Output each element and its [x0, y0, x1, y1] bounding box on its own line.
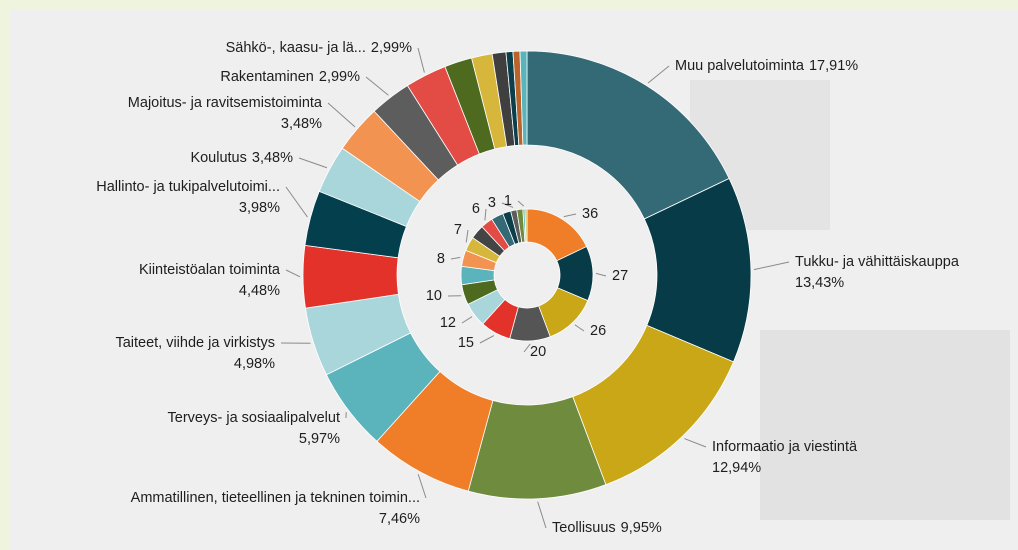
category-name: Tukku- ja vähittäiskauppa — [795, 254, 960, 270]
value-label: 4,98% — [234, 356, 275, 372]
slice-label: Sähkö-, kaasu- ja lä... 2,99% — [226, 40, 412, 56]
category-name: Majoitus- ja ravitsemistoiminta — [128, 95, 323, 111]
category-name: Kiinteistöalan toiminta — [139, 262, 281, 278]
value-label: 27 — [612, 268, 628, 284]
category-name: Rakentaminen — [220, 69, 314, 85]
value-label: 1 — [504, 193, 512, 209]
value-label: 15 — [458, 335, 474, 351]
chart: Muu palvelutoiminta17,91% Tukku- ja vähit… — [0, 0, 1018, 550]
value-label: 6 — [472, 201, 480, 217]
value-label: 7 — [454, 222, 462, 238]
category-name: Ammatillinen, tieteellinen ja tekninen t… — [131, 490, 420, 506]
slice-label: Teollisuus 9,95% — [552, 520, 662, 536]
slice-label: Rakentaminen 2,99% — [220, 69, 360, 85]
value-label: 2,99% — [319, 69, 360, 85]
value-label: 4,48% — [239, 283, 280, 299]
category-name: Muu palvelutoiminta — [675, 58, 805, 74]
value-label: 26 — [590, 323, 606, 339]
category-name: Informaatio ja viestintä — [712, 439, 858, 455]
value-label: 2,99% — [371, 40, 412, 56]
value-label: 17,91% — [809, 58, 858, 74]
category-name: Hallinto- ja tukipalvelutoimi... — [96, 179, 280, 195]
value-label: 5,97% — [299, 431, 340, 447]
category-name: Terveys- ja sosiaalipalvelut — [168, 410, 340, 426]
page: {"chart_data": [ {"type": "donut", "cate… — [0, 0, 1018, 550]
value-label: 12 — [440, 315, 456, 331]
category-name: Teollisuus — [552, 520, 616, 536]
value-label: 3 — [488, 195, 496, 211]
slice-label: Koulutus 3,48% — [190, 150, 293, 166]
value-label: 20 — [530, 344, 546, 360]
category-name: Koulutus — [190, 150, 246, 166]
value-label: 3,48% — [281, 116, 322, 132]
background-decor — [760, 330, 1010, 520]
value-label: 8 — [437, 251, 445, 267]
value-label: 10 — [426, 288, 442, 304]
value-label: 12,94% — [712, 460, 761, 476]
category-name: Taiteet, viihde ja virkistys — [115, 335, 275, 351]
value-label: 3,48% — [252, 150, 293, 166]
category-name: Sähkö-, kaasu- ja lä... — [226, 40, 366, 56]
value-label: 36 — [582, 206, 598, 222]
value-label: 7,46% — [379, 511, 420, 527]
value-label: 9,95% — [621, 520, 662, 536]
value-label: 3,98% — [239, 200, 280, 216]
value-label: 13,43% — [795, 275, 844, 291]
